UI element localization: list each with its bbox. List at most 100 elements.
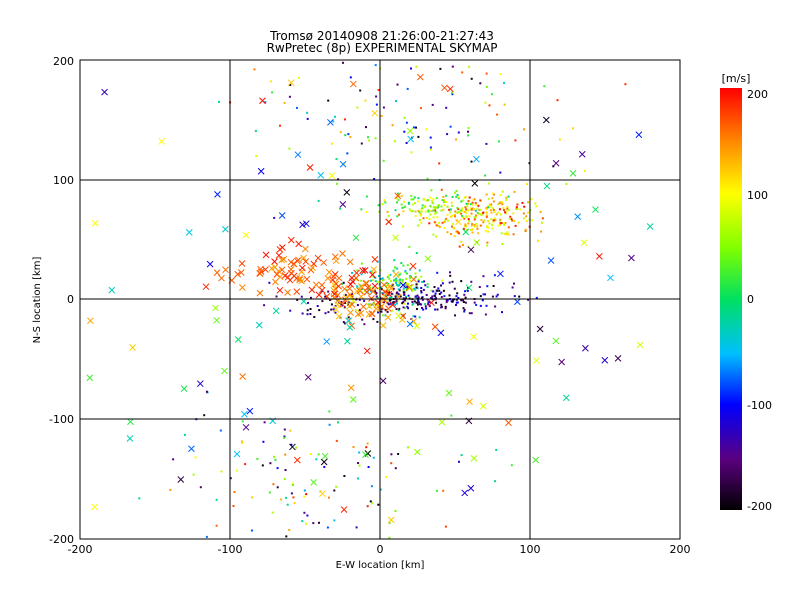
data-point: [470, 312, 473, 315]
data-point: [444, 307, 447, 310]
data-point: [288, 147, 291, 150]
data-point: [393, 140, 396, 143]
data-point: [380, 292, 383, 294]
data-point: [327, 496, 330, 499]
data-point: [386, 275, 389, 278]
data-point: [437, 224, 440, 227]
data-point: [473, 218, 476, 221]
data-point: [467, 130, 469, 133]
data-point: [433, 221, 436, 224]
data-point: [490, 218, 493, 221]
data-point: [490, 211, 493, 214]
data-point: [504, 211, 507, 214]
data-point: [396, 83, 399, 86]
data-point: [339, 207, 342, 210]
data-point: [417, 197, 420, 200]
data-point: [369, 270, 372, 273]
data-point: [316, 305, 319, 307]
data-point: [274, 458, 277, 461]
data-point: [309, 308, 312, 310]
data-point: [372, 279, 375, 282]
data-point: [398, 213, 400, 216]
data-point-x: [413, 322, 421, 330]
data-point-x: [361, 267, 369, 274]
data-point: [310, 296, 312, 299]
data-point-x: [349, 80, 357, 88]
data-point: [378, 287, 380, 290]
data-point-x: [352, 274, 360, 282]
data-point: [476, 212, 479, 214]
data-point-x: [340, 506, 348, 513]
data-point: [387, 282, 390, 285]
data-point-x: [299, 221, 306, 229]
chart-subtitle: RwPretec (8p) EXPERIMENTAL SKYMAP: [267, 41, 498, 55]
data-point: [414, 315, 417, 318]
y-tick-label: 200: [53, 55, 74, 68]
data-point: [335, 439, 338, 442]
data-point-x: [470, 333, 477, 341]
data-point: [444, 219, 446, 222]
y-tick-labels: 200 100 0 -100 -200: [49, 55, 74, 546]
data-point-x: [371, 255, 379, 263]
data-point: [392, 293, 394, 296]
data-point: [471, 228, 474, 231]
data-point: [408, 275, 411, 278]
data-point: [361, 318, 364, 321]
data-point: [406, 87, 409, 90]
data-point: [461, 207, 463, 210]
data-point-x: [346, 324, 354, 331]
data-point: [347, 133, 350, 136]
data-point: [417, 200, 420, 203]
data-point: [487, 206, 490, 209]
data-point: [358, 464, 361, 467]
data-point: [397, 288, 400, 291]
data-point-x: [352, 234, 360, 242]
data-point-x: [636, 341, 644, 349]
data-point: [463, 310, 466, 313]
data-point: [285, 496, 288, 499]
data-point: [451, 280, 454, 283]
data-point: [499, 171, 502, 174]
plot-frame: [79, 59, 681, 540]
data-point: [301, 312, 304, 315]
data-point-x: [580, 239, 588, 246]
data-point: [436, 205, 439, 208]
data-point: [398, 307, 401, 310]
data-point: [366, 442, 369, 445]
data-point: [407, 302, 409, 305]
data-point-x: [362, 280, 370, 287]
data-point: [473, 198, 476, 201]
data-point-x: [287, 79, 295, 87]
data-point: [460, 454, 463, 457]
data-point: [262, 440, 265, 443]
data-point-x: [294, 151, 302, 159]
data-point: [469, 207, 472, 210]
data-point: [505, 196, 508, 199]
data-point: [434, 209, 437, 212]
data-point: [431, 103, 434, 106]
data-point: [498, 208, 501, 211]
data-point: [462, 199, 465, 202]
data-point-x: [339, 201, 347, 208]
data-point: [386, 300, 389, 303]
data-point-x: [614, 354, 622, 362]
data-point: [310, 453, 312, 455]
data-point: [289, 309, 292, 312]
data-point-x: [256, 289, 264, 297]
data-point: [420, 303, 423, 306]
data-point-x: [406, 320, 414, 328]
data-point: [454, 210, 457, 213]
data-point: [327, 290, 330, 293]
data-point: [383, 199, 386, 202]
data-point-x: [467, 484, 475, 492]
data-point-x: [343, 337, 351, 345]
data-point: [372, 275, 375, 278]
data-point: [448, 281, 451, 284]
data-point: [395, 302, 398, 305]
data-point: [232, 505, 235, 507]
data-point: [376, 320, 379, 323]
data-point: [445, 201, 448, 203]
data-point: [485, 85, 488, 88]
data-point: [220, 470, 223, 473]
data-point: [508, 217, 511, 220]
